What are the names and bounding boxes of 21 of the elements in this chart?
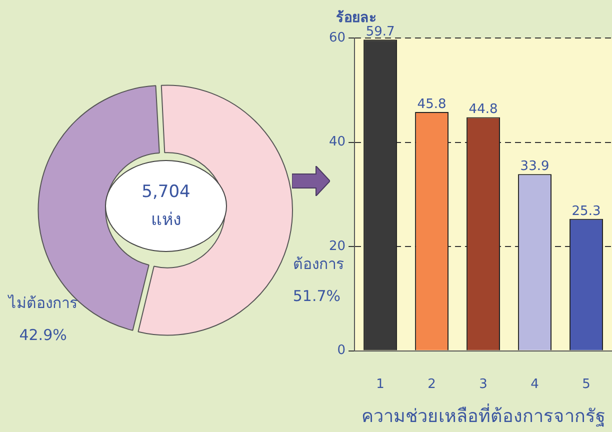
y-tick-label: 20: [328, 238, 346, 254]
x-axis-title: ความช่วยเหลือที่ต้องการจากรัฐ: [361, 402, 606, 427]
data-label: 42.9%: [19, 326, 67, 344]
y-axis-title: ร้อยละ: [336, 10, 377, 26]
data-label: 25.3: [572, 204, 601, 219]
slice-label: ไม่ต้องการ: [8, 294, 78, 312]
y-tick-label: 0: [337, 343, 346, 358]
data-label: 51.7%: [292, 286, 341, 305]
x-tick-label: 1: [376, 376, 384, 392]
data-label: 45.8: [417, 97, 446, 112]
data-label: 59.7: [366, 24, 395, 40]
y-tick-label: 60: [328, 30, 346, 46]
data-label: 44.8: [468, 102, 498, 118]
x-tick-label: 5: [582, 376, 590, 392]
data-label: 33.9: [520, 159, 550, 174]
x-tick-label: 4: [530, 376, 539, 392]
slice-label: ต้องการ: [292, 254, 344, 273]
y-tick-label: 40: [328, 134, 346, 150]
text: 5,704 แห่ง: [105, 160, 227, 252]
x-tick-label: 3: [479, 376, 488, 392]
x-tick-label: 2: [428, 376, 436, 392]
